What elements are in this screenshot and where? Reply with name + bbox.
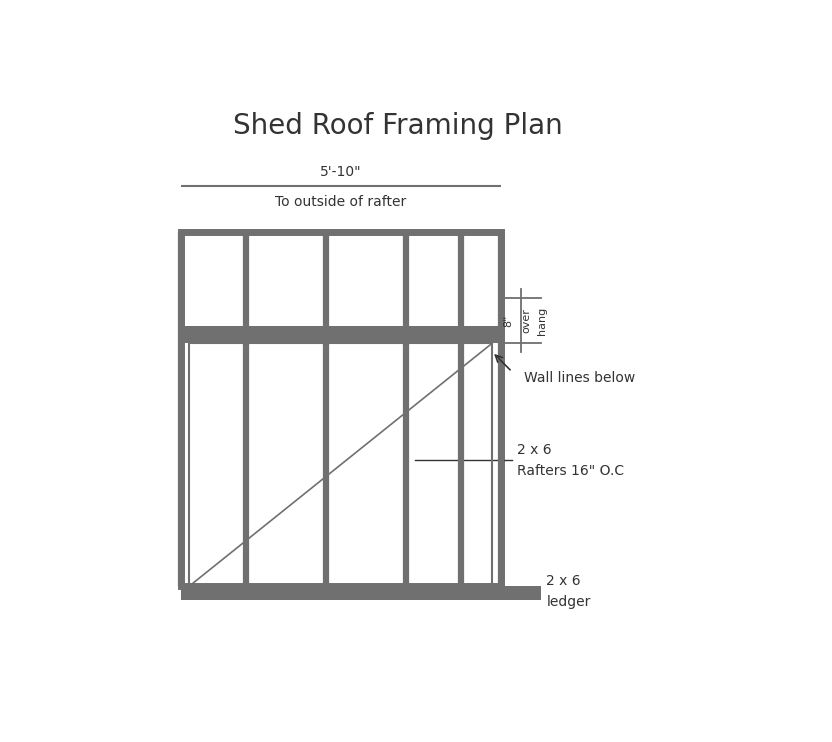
Text: hang: hang: [537, 306, 547, 335]
Text: 2 x 6: 2 x 6: [517, 443, 552, 457]
Bar: [181, 232, 501, 586]
Text: 8": 8": [503, 315, 513, 326]
Bar: [181, 586, 541, 600]
Text: over: over: [522, 308, 532, 333]
Text: Rafters 16" O.C: Rafters 16" O.C: [517, 464, 624, 478]
Text: 2 x 6: 2 x 6: [547, 574, 581, 588]
Text: ledger: ledger: [547, 595, 591, 609]
Text: Shed Roof Framing Plan: Shed Roof Framing Plan: [233, 112, 562, 140]
Text: Wall lines below: Wall lines below: [523, 370, 635, 384]
Text: 5'-10": 5'-10": [319, 165, 362, 180]
Bar: [190, 344, 492, 586]
Text: To outside of rafter: To outside of rafter: [275, 194, 406, 209]
Bar: [181, 326, 501, 344]
